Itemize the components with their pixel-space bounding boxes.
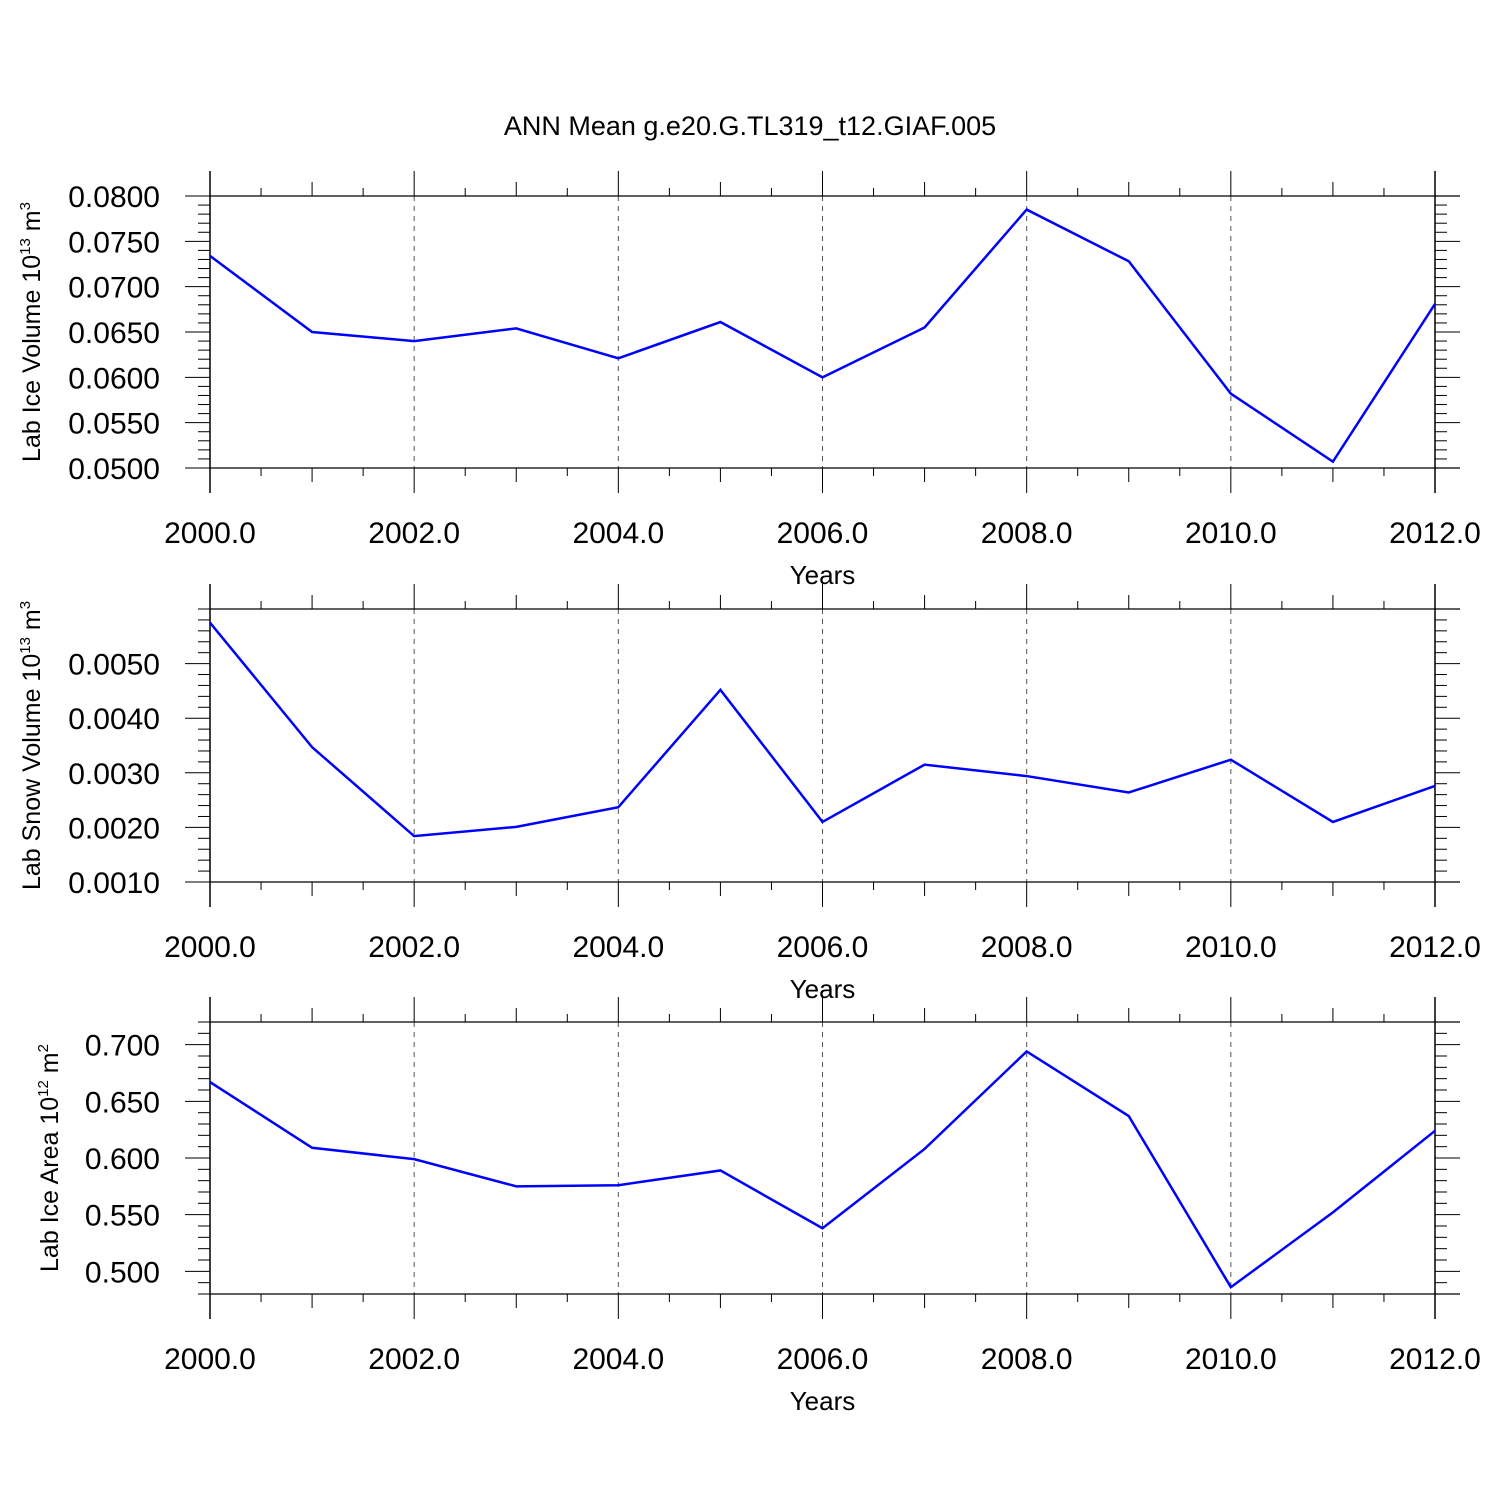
y-axis-label: Lab Ice Volume 1013 m3 [17,202,46,462]
y-axis-label-part: 2 [35,1044,52,1052]
y-axis-label: Lab Ice Area 1012 m2 [35,1044,64,1272]
x-axis-label: Years [790,1386,856,1416]
x-tick-label: 2004.0 [572,517,664,550]
x-tick-label: 2000.0 [164,1343,256,1376]
y-axis-label-part: 3 [17,202,34,210]
y-axis-label-part: Lab Ice Area 10 [36,1097,64,1272]
y-axis-label-part: m [36,1052,64,1080]
x-tick-label: 2002.0 [368,1343,460,1376]
x-tick-label: 2006.0 [777,517,869,550]
y-axis-label-part: Lab Snow Volume 10 [18,654,46,890]
y-tick-label: 0.0010 [68,867,160,900]
x-tick-label: 2006.0 [777,1343,869,1376]
x-tick-label: 2006.0 [777,931,869,964]
y-tick-label: 0.0800 [68,181,160,214]
y-tick-label: 0.0550 [68,408,160,441]
x-tick-label: 2008.0 [981,931,1073,964]
y-axis-label-part: m [18,210,46,238]
y-tick-label: 0.0600 [68,362,160,395]
x-tick-label: 2002.0 [368,931,460,964]
y-tick-label: 0.650 [85,1086,160,1119]
y-axis-label-part: 12 [35,1080,52,1097]
x-tick-label: 2012.0 [1389,931,1481,964]
x-tick-label: 2010.0 [1185,931,1277,964]
x-tick-label: 2000.0 [164,931,256,964]
y-tick-label: 0.0750 [68,226,160,259]
y-tick-label: 0.550 [85,1200,160,1233]
x-tick-label: 2008.0 [981,1343,1073,1376]
y-axis-label-part: 3 [17,601,34,609]
x-tick-label: 2004.0 [572,1343,664,1376]
y-tick-label: 0.0050 [68,649,160,682]
y-tick-label: 0.600 [85,1143,160,1176]
x-tick-label: 2004.0 [572,931,664,964]
y-axis-label-part: 13 [17,637,34,654]
y-tick-label: 0.500 [85,1256,160,1289]
x-tick-label: 2012.0 [1389,517,1481,550]
series-line [209,621,1436,838]
y-tick-label: 0.700 [85,1030,160,1063]
y-tick-label: 0.0700 [68,272,160,305]
series-line [209,1049,1436,1290]
x-tick-label: 2008.0 [981,517,1073,550]
y-tick-label: 0.0040 [68,703,160,736]
x-tick-label: 2000.0 [164,517,256,550]
y-tick-label: 0.0030 [68,758,160,791]
y-tick-label: 0.0020 [68,812,160,845]
x-tick-label: 2012.0 [1389,1343,1481,1376]
x-tick-label: 2010.0 [1185,1343,1277,1376]
x-tick-label: 2010.0 [1185,517,1277,550]
chart-title: ANN Mean g.e20.G.TL319_t12.GIAF.005 [504,111,996,141]
y-axis-label-part: 13 [17,238,34,255]
y-axis-label-part: m [18,609,46,637]
y-tick-label: 0.0650 [68,317,160,350]
y-tick-label: 0.0500 [68,453,160,486]
y-axis-label-part: Lab Ice Volume 10 [18,255,46,462]
x-tick-label: 2002.0 [368,517,460,550]
y-axis-label: Lab Snow Volume 1013 m3 [17,601,46,890]
series-line [209,208,1437,464]
